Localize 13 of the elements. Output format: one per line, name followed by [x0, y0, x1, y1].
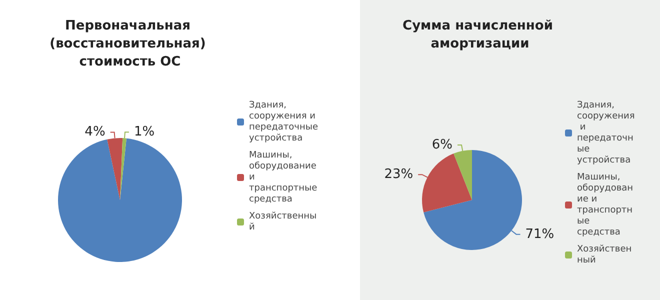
chart-title: Первоначальная (восстановительная) стоимость ОС	[50, 18, 210, 70]
data-label: 4%	[84, 124, 106, 140]
legend-label: Машины, оборудование и транспортные средства	[249, 150, 320, 204]
legend-label: Машины, оборудование и транспортные средства	[577, 172, 634, 238]
legend-label: Здания, сооружения и передаточные устройства	[577, 100, 635, 166]
legend-label: Хозяйственный	[249, 212, 317, 232]
chart-title: Сумма начисленной амортизации	[402, 18, 558, 52]
data-label: 71%	[525, 226, 554, 242]
data-label: 23%	[384, 167, 414, 182]
legend-label: Хозяйственный	[577, 244, 632, 266]
data-label: 6%	[432, 137, 453, 152]
legend-label: Здания, сооружения и передаточные устройства	[249, 100, 321, 144]
data-label: 1%	[134, 124, 155, 140]
